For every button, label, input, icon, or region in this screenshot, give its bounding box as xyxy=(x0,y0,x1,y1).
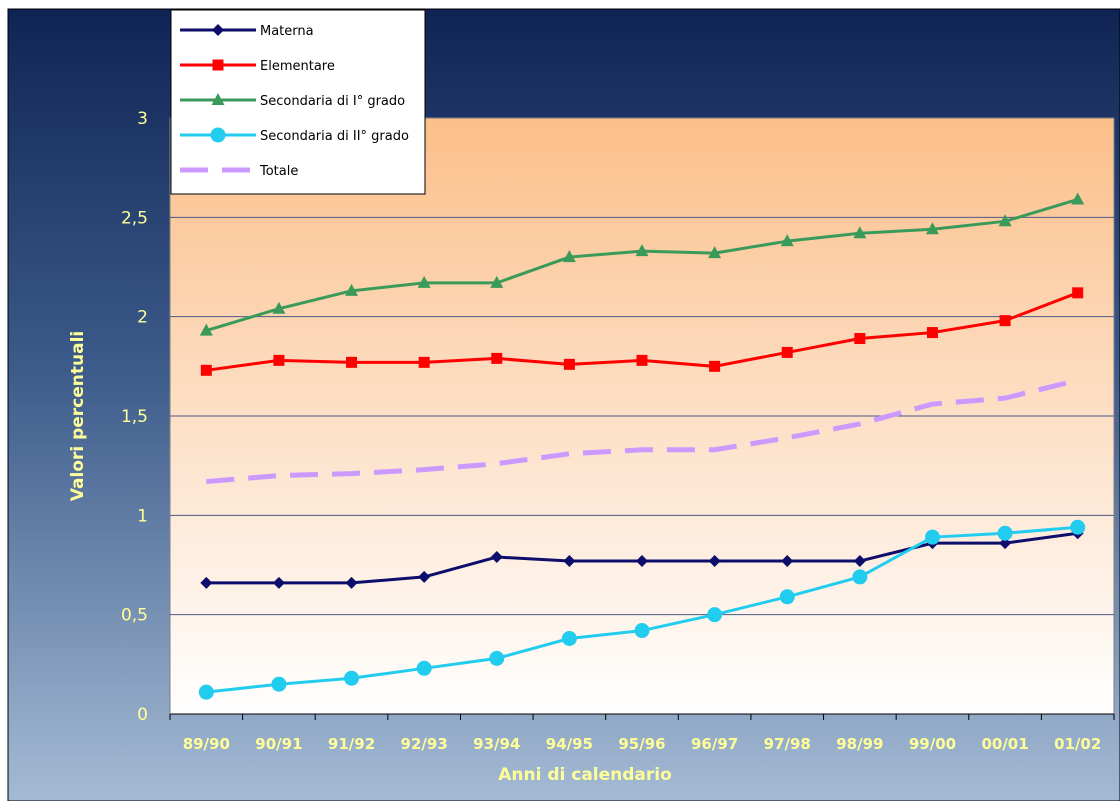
series-totale xyxy=(206,377,1079,485)
legend-label: Totale xyxy=(259,164,298,179)
y-axis-label: Valori percentuali xyxy=(68,331,88,501)
data-point xyxy=(853,226,867,239)
data-point xyxy=(417,275,431,288)
data-point xyxy=(416,660,432,676)
data-point xyxy=(199,323,213,336)
data-point xyxy=(490,275,504,288)
data-point xyxy=(198,684,214,700)
legend-item: Secondaria di I° grado xyxy=(180,93,405,109)
x-tick-label: 99/00 xyxy=(909,735,956,753)
data-point xyxy=(779,589,795,605)
y-tick-label: 0 xyxy=(137,705,148,725)
data-point xyxy=(854,333,866,345)
x-tick-label: 92/93 xyxy=(401,735,448,753)
data-point xyxy=(418,570,431,583)
y-tick-label: 2 xyxy=(137,308,148,328)
x-tick-label: 01/02 xyxy=(1054,735,1101,753)
data-point xyxy=(924,529,940,545)
data-point xyxy=(708,555,721,568)
data-point xyxy=(210,127,226,143)
data-point xyxy=(490,551,503,564)
data-point xyxy=(346,356,358,368)
data-point xyxy=(635,244,649,257)
data-point xyxy=(999,315,1011,327)
legend-label: Secondaria di I° grado xyxy=(260,94,405,109)
x-axis: 89/90 90/91 91/92 92/93 93/94 94/95 95/96 96/97… xyxy=(169,713,1115,753)
data-point xyxy=(853,555,866,568)
data-point xyxy=(561,631,577,647)
data-point xyxy=(925,222,939,235)
data-point xyxy=(345,283,359,296)
y-tick-label: 2,5 xyxy=(121,208,148,228)
data-point xyxy=(563,555,576,568)
series-secondaria-di-ii-grado xyxy=(198,519,1086,700)
x-tick-label: 90/91 xyxy=(255,735,302,753)
data-point xyxy=(997,525,1013,541)
legend-item: Secondaria di II° grado xyxy=(180,127,409,144)
legend: Materna Elementare Secondaria di I° grado S… xyxy=(170,9,426,195)
series-layer xyxy=(198,192,1086,700)
legend-label: Materna xyxy=(260,24,314,39)
data-point xyxy=(563,358,575,370)
series-secondaria-di-i-grado xyxy=(199,192,1085,336)
legend-item: Totale xyxy=(180,164,298,179)
data-point xyxy=(636,354,648,366)
data-point xyxy=(272,576,285,589)
data-point xyxy=(634,623,650,639)
data-point xyxy=(998,214,1012,227)
data-point xyxy=(212,24,224,36)
data-point xyxy=(200,576,213,589)
series-elementare xyxy=(200,287,1084,376)
data-point xyxy=(709,360,721,372)
x-tick-label: 89/90 xyxy=(183,735,230,753)
data-point xyxy=(211,93,225,105)
y-axis-ticks: 0 0,5 1 1,5 2 2,5 3 xyxy=(121,109,148,725)
data-point xyxy=(562,250,576,263)
data-point xyxy=(1071,192,1085,205)
data-point xyxy=(781,555,794,568)
x-tick-label: 94/95 xyxy=(546,735,593,753)
data-point xyxy=(200,364,212,376)
data-point xyxy=(926,327,938,339)
data-point xyxy=(1070,519,1086,535)
legend-label: Elementare xyxy=(260,59,335,74)
x-axis-label: Anni di calendario xyxy=(498,765,672,785)
data-point xyxy=(418,356,430,368)
x-tick-label: 96/97 xyxy=(691,735,738,753)
x-tick-label: 91/92 xyxy=(328,735,375,753)
data-point xyxy=(780,234,794,247)
data-point xyxy=(271,676,287,692)
data-point xyxy=(273,354,285,366)
legend-item: Materna xyxy=(180,24,314,39)
data-point xyxy=(636,555,648,568)
data-point xyxy=(345,576,358,589)
data-point xyxy=(491,352,503,364)
y-tick-label: 1,5 xyxy=(121,407,148,427)
series-line xyxy=(206,377,1079,485)
data-point xyxy=(272,301,286,314)
y-tick-label: 3 xyxy=(137,109,148,129)
data-point xyxy=(852,569,868,585)
legend-item: Elementare xyxy=(180,59,335,74)
data-point xyxy=(1072,287,1084,299)
x-tick-label: 00/01 xyxy=(981,735,1028,753)
data-point xyxy=(707,607,723,623)
data-point xyxy=(781,346,793,358)
gridlines xyxy=(170,216,1114,616)
x-tick-label: 93/94 xyxy=(473,735,520,753)
x-tick-label: 97/98 xyxy=(764,735,811,753)
y-tick-label: 0,5 xyxy=(121,606,148,626)
data-point xyxy=(708,246,722,259)
x-tick-label: 98/99 xyxy=(836,735,883,753)
data-point xyxy=(212,59,224,71)
data-point xyxy=(999,537,1012,550)
legend-label: Secondaria di II° grado xyxy=(260,129,409,144)
x-tick-label: 95/96 xyxy=(618,735,665,753)
y-tick-label: 1 xyxy=(137,506,148,526)
data-point xyxy=(344,670,360,686)
data-point xyxy=(489,650,505,666)
